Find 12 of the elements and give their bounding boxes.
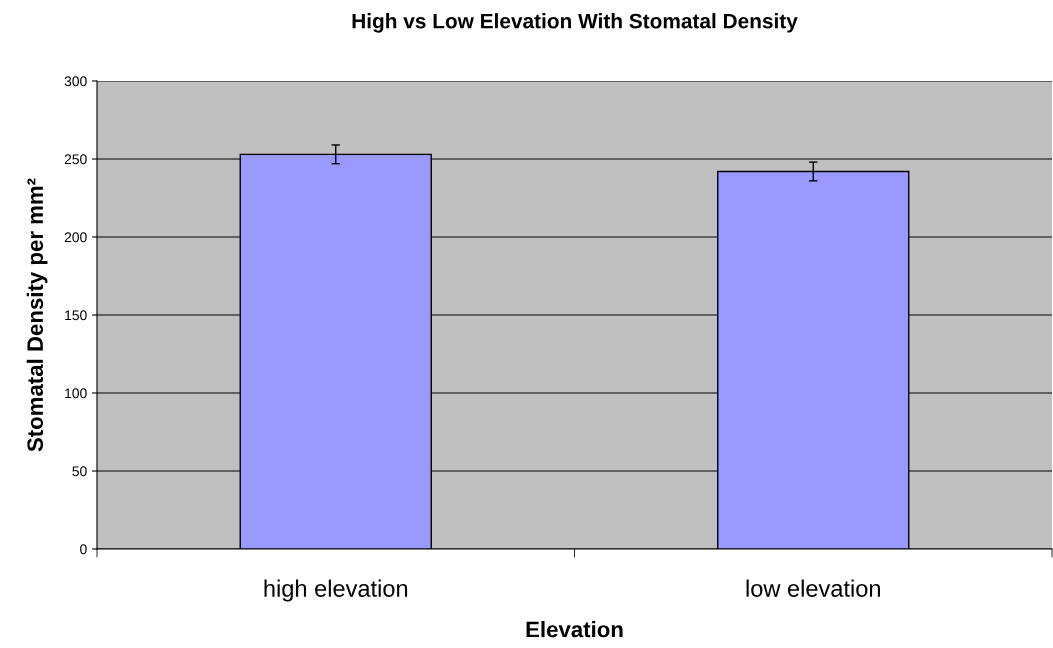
y-tick-label: 150 [65,310,87,321]
y-axis-title: Stomatal Density per mm² [26,178,48,452]
y-tick-label: 200 [64,232,87,243]
y-tick-label: 0 [80,544,87,555]
y-tick-label: 100 [65,388,87,399]
y-tick-label: 50 [72,466,87,477]
y-tick-label: 250 [64,154,87,165]
x-axis-title: Elevation [526,621,623,638]
x-tick-label: low elevation [746,579,880,597]
y-tick-label: 300 [64,76,87,87]
x-tick-label: high elevation [264,579,408,602]
chart-title: High vs Low Elevation With Stomatal Density [352,13,798,33]
